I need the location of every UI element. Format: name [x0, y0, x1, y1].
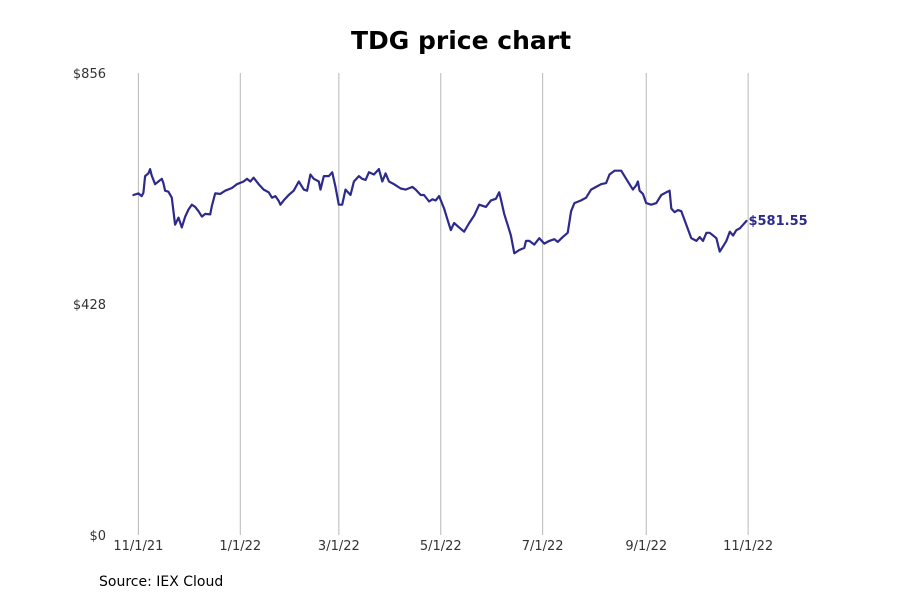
y-axis: $0 $428 $856	[73, 67, 106, 544]
y-tick-label-1: $428	[73, 298, 106, 313]
x-tick-label-6: 11/1/22	[723, 539, 773, 554]
chart-title: TDG price chart	[350, 26, 572, 55]
y-tick-label-0: $0	[89, 529, 106, 544]
last-price-label: $581.55	[748, 214, 807, 229]
price-series-line	[132, 168, 748, 255]
y-tick-label-2: $856	[73, 67, 106, 82]
x-tick-label-3: 5/1/22	[420, 539, 462, 554]
x-tick-label-4: 7/1/22	[522, 539, 564, 554]
source-note: Source: IEX Cloud	[99, 574, 224, 590]
x-tick-label-1: 1/1/22	[219, 539, 261, 554]
grid-lines	[137, 73, 749, 535]
x-tick-label-2: 3/1/22	[318, 539, 360, 554]
x-tick-label-0: 11/1/21	[113, 539, 163, 554]
x-axis: 11/1/21 1/1/22 3/1/22 5/1/22 7/1/22 9/1/22 11/…	[113, 539, 773, 554]
x-tick-label-5: 9/1/22	[625, 539, 667, 554]
